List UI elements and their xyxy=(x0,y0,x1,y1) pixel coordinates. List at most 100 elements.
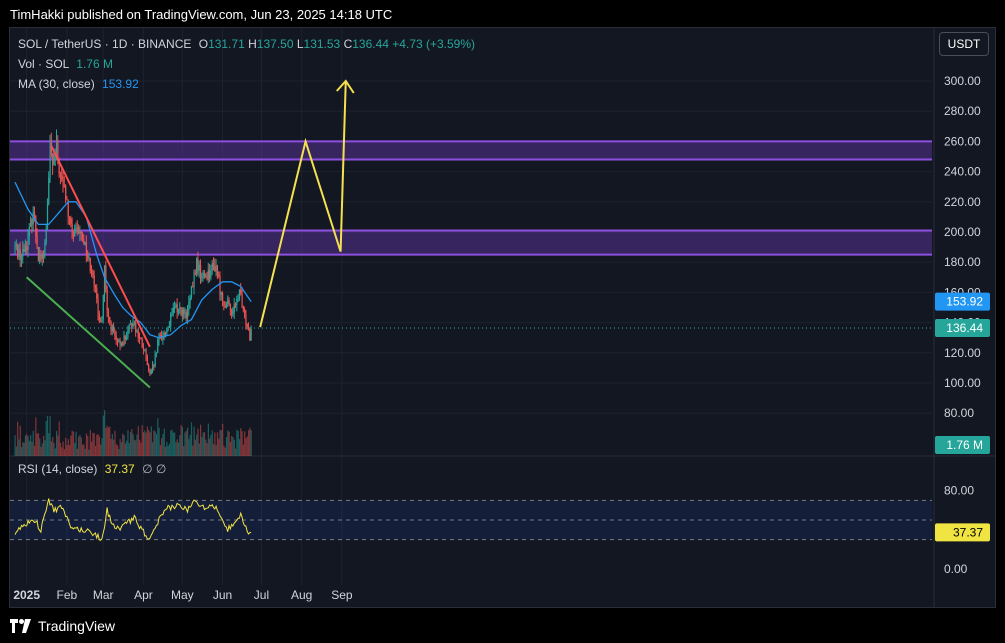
candle-body xyxy=(168,326,171,328)
candle-body xyxy=(32,212,34,225)
volume-bar xyxy=(23,442,25,456)
candle-body xyxy=(145,349,147,357)
volume-bar xyxy=(122,433,124,456)
candle-body xyxy=(137,331,139,338)
volume-bar xyxy=(210,434,212,456)
open-label: O xyxy=(198,37,209,51)
volume-bar xyxy=(85,433,88,456)
candle-body xyxy=(93,275,95,286)
candle-body xyxy=(139,337,141,339)
candle-body xyxy=(194,272,197,274)
candle-body xyxy=(237,298,239,300)
candle-body xyxy=(181,309,184,316)
chart-frame[interactable] xyxy=(9,27,996,608)
candle-body xyxy=(170,314,172,327)
volume-bar xyxy=(50,441,53,456)
candle-body xyxy=(49,142,51,178)
volume-bar xyxy=(53,442,55,456)
volume-bar xyxy=(150,426,152,456)
volume-bar xyxy=(203,432,206,456)
candle-body xyxy=(149,369,151,375)
symbol-label[interactable]: SOL / TetherUS · 1D · BINANCE xyxy=(18,37,192,51)
volume-bar xyxy=(192,445,194,456)
price-tick-label: 100.00 xyxy=(944,376,981,390)
candle-body xyxy=(102,295,104,319)
volume-bar xyxy=(219,429,221,456)
volume-bar xyxy=(94,445,97,456)
volume-bar xyxy=(87,435,89,456)
volume-bar xyxy=(240,428,242,456)
volume-bar xyxy=(170,430,172,456)
ma-label[interactable]: MA (30, close) xyxy=(18,77,95,91)
candle-body xyxy=(40,255,42,259)
volume-bar xyxy=(218,438,220,456)
volume-bar xyxy=(207,423,209,456)
candle-body xyxy=(232,312,234,315)
volume-bar xyxy=(175,442,177,456)
candle-body xyxy=(157,339,159,353)
high-value: 137.50 xyxy=(256,37,294,51)
candle-body xyxy=(57,140,59,159)
volume-bar xyxy=(18,439,20,456)
candle-body xyxy=(48,177,50,205)
volume-bar xyxy=(177,442,180,456)
candle-body xyxy=(35,215,37,236)
candle-body xyxy=(246,323,248,328)
volume-bar xyxy=(171,429,173,456)
candle-body xyxy=(184,312,186,314)
candle-body xyxy=(43,254,45,257)
candle-body xyxy=(80,231,82,234)
volume-bar xyxy=(17,421,19,456)
volume-bar xyxy=(206,443,208,456)
candle-body xyxy=(199,264,202,279)
volume-bar xyxy=(107,427,110,456)
candle-body xyxy=(97,298,99,315)
volume-bar xyxy=(89,429,91,456)
rsi-price-tag-bg xyxy=(935,523,990,542)
volume-bar xyxy=(127,430,129,456)
candle-body xyxy=(66,198,68,200)
volume-bar xyxy=(63,449,65,456)
candle-body xyxy=(44,242,46,257)
candle-body xyxy=(206,275,208,280)
currency-button[interactable]: USDT xyxy=(939,32,989,56)
volume-bar xyxy=(193,426,195,456)
candle-body xyxy=(174,307,176,309)
volume-bar xyxy=(28,440,30,456)
price-tick-label: 280.00 xyxy=(944,104,981,118)
rsi-label[interactable]: RSI (14, close) xyxy=(18,462,98,476)
volume-bar xyxy=(26,434,28,456)
volume-bar xyxy=(242,444,244,456)
volume-bar xyxy=(214,432,216,456)
candle-body xyxy=(220,293,222,295)
volume-label[interactable]: Vol · SOL xyxy=(18,57,69,71)
volume-bar xyxy=(45,421,47,456)
volume-bar xyxy=(162,434,164,456)
volume-bar xyxy=(49,416,51,456)
candle-body xyxy=(218,274,220,277)
rsi-tick-label: 80.00 xyxy=(944,484,974,498)
candle-body xyxy=(109,317,111,322)
time-tick-label: Mar xyxy=(93,588,114,602)
volume-bar xyxy=(245,437,247,456)
candle-body xyxy=(113,325,115,333)
volume-bar xyxy=(126,440,128,456)
candle-body xyxy=(27,236,29,251)
support-trendline xyxy=(26,276,151,389)
volume-bar xyxy=(136,434,138,456)
candle-body xyxy=(225,303,228,308)
candle-body xyxy=(78,227,80,234)
volume-bar xyxy=(236,429,238,456)
volume-bar xyxy=(220,430,222,456)
candle-body xyxy=(87,255,89,259)
candle-body xyxy=(101,318,103,322)
volume-bar xyxy=(212,444,215,456)
candle-body xyxy=(154,354,156,367)
volume-bar xyxy=(168,443,171,456)
candle-body xyxy=(33,212,36,216)
volume-bar xyxy=(146,426,149,456)
candle-body xyxy=(190,286,193,298)
candle-body xyxy=(104,265,106,296)
candle-body xyxy=(26,246,28,251)
